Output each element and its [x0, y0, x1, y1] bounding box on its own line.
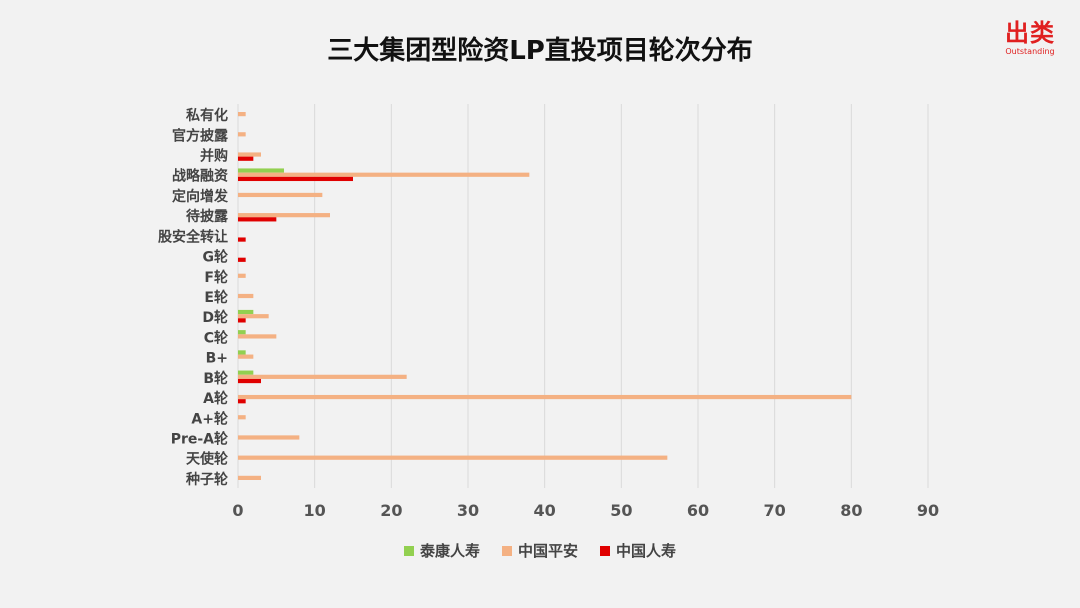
bar-pingan — [238, 172, 530, 177]
category-label: A+轮 — [191, 410, 228, 427]
bar-renshou — [238, 257, 246, 262]
bar-taikang — [238, 370, 254, 375]
category-label: 官方披露 — [172, 127, 229, 144]
legend: 泰康人寿 中国平安 中国人寿 — [0, 540, 1080, 561]
legend-swatch-pingan — [501, 545, 512, 556]
category-label: 私有化 — [186, 107, 228, 124]
x-tick-label: 80 — [840, 501, 862, 520]
category-label: 待披露 — [186, 208, 229, 225]
grid-lines — [237, 104, 929, 488]
bar-pingan — [238, 475, 261, 480]
category-label: C轮 — [204, 329, 228, 346]
bar-pingan — [238, 394, 852, 400]
brand-logo: 出类 Outstanding — [990, 20, 1070, 58]
bar-pingan — [238, 374, 407, 379]
bar-renshou — [238, 237, 246, 242]
x-tick-label: 0 — [232, 501, 243, 520]
bar-pingan — [238, 112, 246, 117]
bar-renshou — [238, 217, 277, 222]
bar-taikang — [238, 309, 254, 315]
bars — [238, 112, 852, 480]
category-label: F轮 — [204, 269, 228, 286]
category-label: E轮 — [204, 289, 228, 306]
bar-pingan — [238, 192, 323, 198]
bar-pingan — [238, 435, 300, 440]
bar-pingan — [238, 293, 254, 299]
bar-pingan — [238, 273, 246, 278]
category-label: 种子轮 — [185, 471, 228, 488]
category-label: A轮 — [203, 390, 228, 407]
bar-renshou — [238, 378, 261, 384]
legend-swatch-taikang — [403, 545, 414, 556]
bar-taikang — [238, 168, 284, 173]
category-label: 天使轮 — [186, 451, 228, 468]
category-label: 战略融资 — [172, 168, 228, 185]
legend-label-renshou: 中国人寿 — [616, 542, 677, 560]
bar-renshou — [238, 318, 246, 323]
brand-logo-en: Outstanding — [1005, 47, 1055, 56]
x-tick-label: 20 — [380, 501, 402, 520]
bar-pingan — [238, 415, 246, 420]
category-label: B轮 — [203, 370, 228, 387]
x-tick-label: 90 — [917, 501, 939, 520]
bar-renshou — [238, 399, 246, 404]
bar-pingan — [238, 132, 246, 137]
x-tick-label: 60 — [687, 501, 709, 520]
chart-title: 三大集团型险资LP直投项目轮次分布 — [327, 36, 753, 66]
bar-pingan — [238, 314, 269, 319]
x-tick-label: 10 — [304, 501, 326, 520]
category-label: B+ — [206, 351, 228, 367]
legend-label-taikang: 泰康人寿 — [419, 542, 480, 560]
x-tick-label: 40 — [534, 501, 556, 520]
category-label: G轮 — [203, 249, 229, 266]
bar-pingan — [238, 213, 330, 218]
category-label: Pre-A轮 — [171, 430, 228, 447]
bar-pingan — [238, 334, 277, 339]
x-tick-label: 30 — [457, 501, 479, 520]
legend-swatch-renshou — [600, 545, 610, 556]
legend-item-pingan: 中国平安 — [501, 540, 578, 561]
bar-pingan — [238, 455, 668, 460]
x-tick-label: 70 — [764, 501, 786, 520]
x-tick-label: 50 — [610, 501, 632, 520]
legend-item-renshou: 中国人寿 — [600, 540, 676, 561]
bar-renshou — [238, 176, 353, 182]
legend-label-pingan: 中国平安 — [517, 542, 578, 560]
category-label: D轮 — [202, 309, 228, 326]
x-axis-ticks: 0 10 20 30 40 50 60 70 80 90 — [232, 501, 939, 520]
category-label: 并购 — [200, 148, 228, 165]
bar-pingan — [238, 152, 261, 157]
bar-taikang — [238, 330, 246, 335]
category-label: 股安全转让 — [158, 228, 228, 245]
legend-item-taikang: 泰康人寿 — [403, 540, 480, 561]
brand-logo-cn: 出类 — [1005, 19, 1055, 47]
bar-pingan — [238, 354, 254, 359]
bar-renshou — [238, 156, 254, 161]
bar-taikang — [238, 350, 246, 355]
category-label: 定向增发 — [172, 188, 229, 205]
